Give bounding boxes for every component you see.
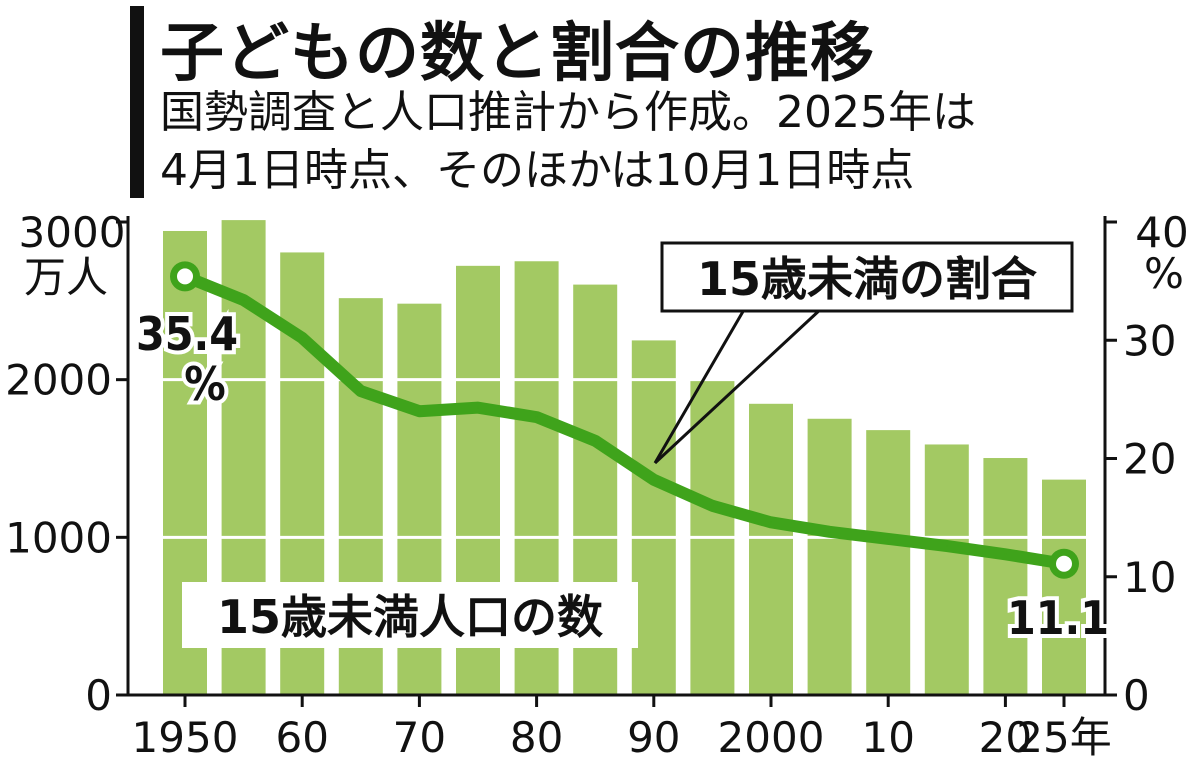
right-tick-label-10: 10 bbox=[1123, 553, 1176, 602]
line-point-1995 bbox=[711, 504, 714, 507]
line-point-1955 bbox=[242, 299, 245, 302]
x-tick-label-25年: 25年 bbox=[1016, 713, 1111, 762]
callout-leader-1 bbox=[653, 307, 747, 464]
bar-2025 bbox=[1042, 479, 1086, 695]
bar-2015 bbox=[924, 444, 969, 695]
bar-1990 bbox=[631, 340, 676, 695]
bar-series-label: 15歳未満人口の数 bbox=[217, 590, 603, 644]
right-axis-unit: % bbox=[1144, 249, 1184, 298]
last-value-label: 11.1 bbox=[1007, 591, 1109, 645]
line-path bbox=[179, 270, 1070, 570]
bar-2010 bbox=[866, 430, 911, 695]
callout-leader-2 bbox=[653, 306, 824, 465]
x-tick-label-70: 70 bbox=[393, 713, 446, 762]
left-tick-label-2000: 2000 bbox=[5, 356, 112, 405]
axes bbox=[116, 216, 1117, 707]
line-series-label: 15歳未満の割合 bbox=[697, 252, 1037, 306]
line-series-label-box bbox=[660, 241, 1074, 313]
line-point-1985 bbox=[594, 439, 597, 442]
line-point-1990 bbox=[652, 478, 655, 481]
line-point-2010 bbox=[887, 537, 890, 540]
first-value-unit: % bbox=[184, 357, 225, 411]
line-point-1970 bbox=[418, 410, 421, 413]
x-tick-label-80: 80 bbox=[510, 713, 563, 762]
title-bar bbox=[130, 6, 144, 198]
left-axis-unit: 万人 bbox=[24, 253, 108, 302]
line-point-1980 bbox=[535, 416, 538, 419]
line-point-1950 bbox=[177, 268, 193, 285]
line-point-2005 bbox=[828, 530, 831, 533]
line-point-2015 bbox=[945, 545, 948, 548]
left-tick-label-1000: 1000 bbox=[5, 513, 112, 562]
subtitle-line-2: 4月1日時点、そのほかは10月1日時点 bbox=[160, 145, 915, 196]
line-point-2000 bbox=[770, 521, 772, 524]
x-tick-label-60: 60 bbox=[275, 713, 328, 762]
line-point-2025 bbox=[1056, 555, 1072, 572]
chart-title: 子どもの数と割合の推移 bbox=[160, 17, 875, 91]
x-tick-label-1950: 1950 bbox=[132, 713, 239, 762]
left-tick-label-0: 0 bbox=[85, 671, 112, 720]
bar-2000 bbox=[749, 403, 793, 695]
bar-2020 bbox=[983, 458, 1028, 695]
line-point-1960 bbox=[301, 336, 304, 339]
x-tick-label-90: 90 bbox=[627, 713, 680, 762]
line-point-1965 bbox=[359, 390, 362, 393]
left-axis-unit-top: 3000 bbox=[19, 208, 126, 257]
line-series bbox=[170, 261, 1079, 579]
x-tick-label-20: 20 bbox=[979, 713, 1032, 762]
gridlines bbox=[128, 378, 1105, 539]
first-value-label: 35.4 bbox=[136, 307, 238, 361]
x-tick-label-10: 10 bbox=[861, 713, 914, 762]
right-tick-label-20: 20 bbox=[1123, 435, 1176, 484]
x-tick-label-2000: 2000 bbox=[718, 713, 825, 762]
bar-2005 bbox=[807, 418, 852, 695]
right-tick-label-30: 30 bbox=[1123, 316, 1176, 365]
subtitle-line-1: 国勢調査と人口推計から作成。2025年は bbox=[160, 87, 976, 138]
line-point-1975 bbox=[477, 406, 479, 409]
bar-series-label-box bbox=[182, 582, 638, 648]
line-point-2020 bbox=[1004, 553, 1007, 556]
right-axis-unit-top: 40 bbox=[1135, 208, 1188, 257]
right-tick-label-0: 0 bbox=[1123, 671, 1150, 720]
chart-subtitle: 国勢調査と人口推計から作成。2025年は 4月1日時点、そのほかは10月1日時点 bbox=[160, 84, 976, 200]
